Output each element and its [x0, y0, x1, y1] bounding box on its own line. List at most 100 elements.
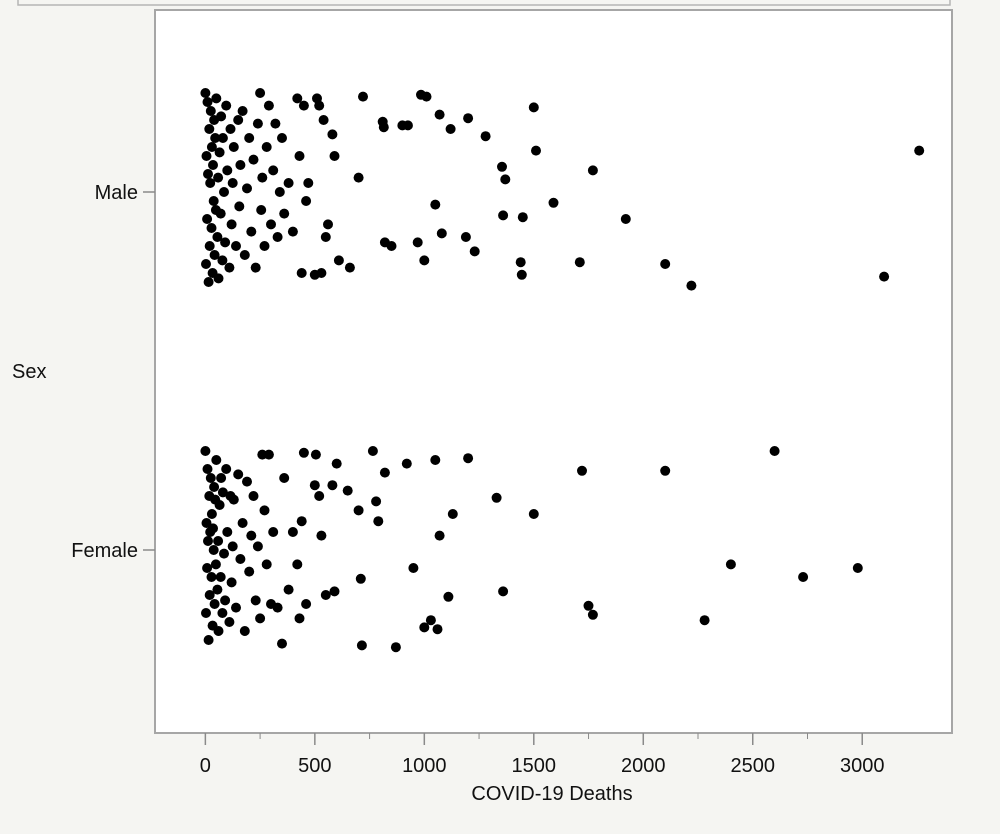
data-point-male	[272, 232, 283, 242]
data-point-male	[255, 88, 266, 98]
data-point-male	[498, 210, 509, 221]
data-point-female	[367, 446, 378, 456]
data-point-female	[204, 590, 215, 600]
x-axis: 0 500 1000 1500 2000 2500 3000	[155, 732, 952, 777]
data-point-female	[279, 473, 290, 483]
data-point-male	[517, 212, 528, 223]
data-point-male	[270, 118, 281, 129]
data-point-female	[430, 455, 441, 465]
data-point-male	[246, 226, 257, 237]
data-point-male	[263, 100, 274, 111]
data-point-female	[301, 599, 312, 609]
data-point-male	[327, 129, 338, 140]
data-point-female	[316, 530, 327, 541]
data-point-male	[402, 120, 413, 131]
data-point-female	[252, 541, 263, 552]
y-axis-title: Sex	[12, 361, 46, 383]
data-point-female	[203, 536, 213, 546]
data-point-male	[268, 165, 279, 176]
data-point-male	[469, 246, 480, 257]
data-point-male	[445, 124, 456, 134]
data-point-male	[460, 232, 471, 242]
data-point-female	[261, 559, 272, 570]
x-tick-label: 2000	[621, 755, 666, 777]
data-point-female	[463, 453, 474, 464]
data-point-female	[246, 530, 257, 541]
data-point-female	[320, 590, 331, 600]
data-point-male	[200, 88, 211, 98]
data-point-female	[498, 586, 509, 597]
data-point-female	[213, 536, 224, 546]
data-point-male	[497, 161, 507, 172]
data-point-male	[214, 147, 225, 158]
data-point-male	[221, 100, 232, 111]
data-point-male	[203, 277, 214, 287]
data-point-male	[412, 237, 423, 248]
data-point-female	[283, 584, 294, 595]
data-point-male	[378, 122, 389, 133]
data-point-female	[314, 491, 325, 501]
data-point-male	[205, 106, 216, 116]
data-point-male	[421, 91, 432, 102]
data-point-female	[222, 527, 233, 537]
data-point-female	[379, 467, 390, 478]
data-point-male	[294, 151, 305, 161]
data-points	[200, 88, 925, 653]
data-point-male	[220, 237, 231, 248]
data-point-female	[219, 548, 229, 559]
data-point-male	[323, 219, 333, 230]
data-point-female	[248, 491, 259, 501]
data-point-female	[408, 563, 419, 573]
data-point-female	[725, 559, 736, 570]
data-point-female	[237, 518, 248, 528]
data-point-male	[250, 262, 261, 273]
data-point-female	[373, 516, 384, 527]
data-point-female	[233, 469, 244, 480]
data-point-female	[432, 624, 443, 635]
data-point-female	[209, 599, 220, 609]
x-tick-label: 500	[298, 755, 331, 777]
y-axis: Male Female Sex	[12, 182, 155, 562]
data-point-male	[548, 197, 559, 208]
data-point-male	[686, 280, 697, 291]
data-point-male	[257, 172, 268, 183]
data-point-female	[211, 455, 222, 465]
data-point-male	[296, 268, 307, 278]
data-point-female	[212, 584, 223, 595]
data-point-male	[277, 133, 287, 143]
data-point-female	[798, 572, 809, 582]
data-point-male	[210, 133, 221, 143]
data-point-male	[259, 241, 270, 251]
data-point-female	[202, 464, 213, 474]
data-point-male	[298, 100, 309, 111]
data-point-female	[852, 563, 863, 573]
data-point-female	[259, 505, 270, 516]
data-point-female	[447, 509, 458, 519]
data-point-female	[213, 626, 224, 636]
data-point-male	[202, 97, 213, 107]
y-tick-label-male: Male	[95, 182, 138, 204]
data-point-female	[205, 473, 216, 483]
data-point-female	[235, 554, 246, 564]
data-point-female	[228, 494, 239, 505]
data-point-male	[204, 124, 215, 134]
data-point-female	[268, 527, 279, 537]
data-point-male	[516, 269, 527, 280]
data-point-male	[211, 93, 222, 104]
data-point-male	[201, 151, 212, 161]
data-point-male	[208, 196, 219, 206]
data-point-female	[217, 487, 228, 498]
data-point-male	[203, 169, 213, 179]
data-point-female	[769, 446, 780, 456]
data-point-female	[208, 523, 218, 534]
data-point-female	[210, 559, 221, 570]
data-point-female	[206, 509, 217, 519]
data-point-male	[320, 232, 331, 242]
data-point-male	[219, 187, 229, 197]
data-point-female	[272, 602, 283, 613]
data-point-female	[209, 482, 220, 492]
data-point-male	[206, 142, 217, 152]
data-point-male	[660, 259, 671, 269]
data-point-male	[266, 219, 276, 230]
